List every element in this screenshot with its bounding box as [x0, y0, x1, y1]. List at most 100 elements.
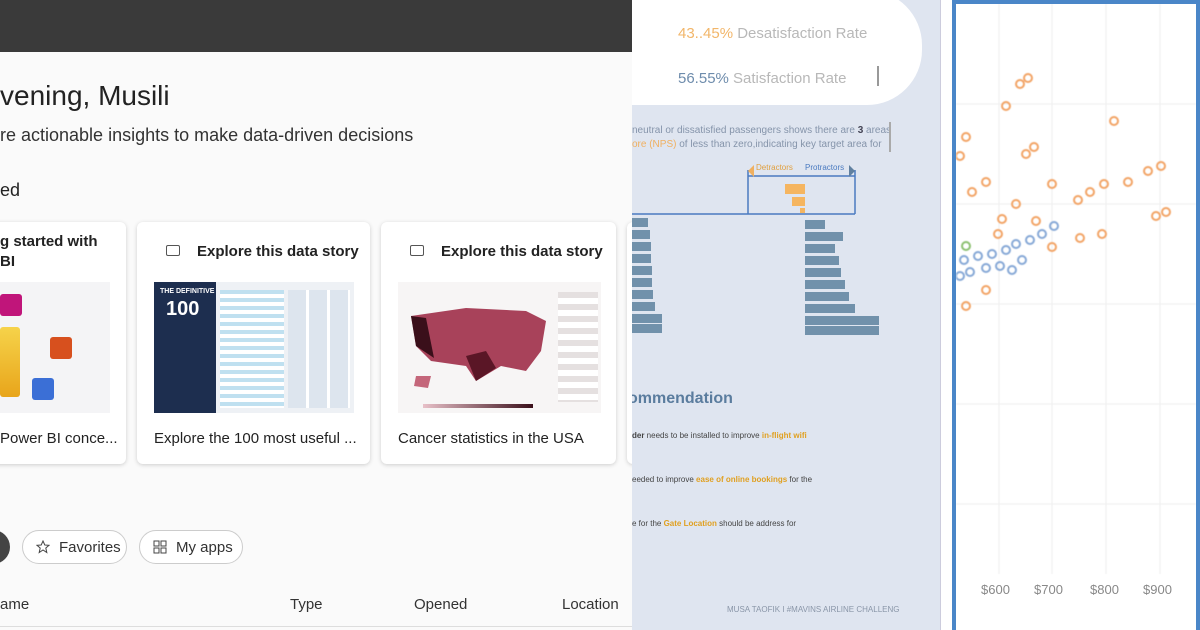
point	[1161, 207, 1171, 217]
card[interactable]	[627, 222, 632, 464]
bar	[805, 326, 879, 335]
x-tick-label: $800	[1090, 582, 1119, 597]
point	[1001, 101, 1011, 111]
icon	[0, 294, 22, 316]
text: of less than zero,indicating key target …	[676, 139, 882, 150]
text: neutral or dissatisfied passengers shows…	[632, 125, 858, 136]
filter-button[interactable]	[0, 530, 10, 564]
icon	[32, 378, 54, 400]
thumb-kicker: THE DEFINITIVE	[160, 288, 215, 295]
square	[153, 547, 160, 554]
story-icon	[410, 245, 424, 256]
card[interactable]: Explore this data story Cancer statistic…	[381, 222, 616, 464]
square	[160, 547, 167, 554]
bar	[632, 242, 651, 251]
point	[1007, 265, 1017, 275]
cursor	[889, 122, 891, 152]
card[interactable]: Explore this data story THE DEFINITIVE 1…	[137, 222, 370, 464]
legend-label: Protractors	[805, 163, 845, 172]
point	[1049, 221, 1059, 231]
point	[1099, 179, 1109, 189]
text: areas	[863, 125, 892, 136]
thumb-legend	[423, 404, 533, 408]
nps-diagram	[632, 165, 879, 335]
card-caption: Power BI conce...	[0, 430, 118, 447]
rate-box	[632, 0, 922, 105]
arrow	[849, 165, 855, 177]
square	[153, 540, 160, 547]
column-header[interactable]: ame	[0, 596, 30, 613]
filter-button[interactable]: My apps	[139, 530, 243, 564]
text: ease of online bookings	[696, 475, 788, 484]
point	[1073, 195, 1083, 205]
x-tick-label: $700	[1034, 582, 1063, 597]
bar	[805, 232, 843, 241]
right-bars	[805, 220, 879, 335]
column-header[interactable]: Type	[290, 596, 323, 613]
bar	[805, 292, 849, 301]
bar	[632, 324, 662, 333]
arrow	[748, 165, 754, 177]
point	[965, 267, 975, 277]
thumb-list	[220, 290, 284, 408]
point	[967, 187, 977, 197]
filter-label: My apps	[176, 538, 233, 556]
column-header[interactable]: Opened	[414, 596, 468, 613]
section-heading: ommendation	[632, 390, 733, 407]
point	[1143, 166, 1153, 176]
column-header[interactable]: Location	[562, 596, 619, 613]
left-bars	[632, 218, 662, 333]
point	[995, 261, 1005, 271]
point	[961, 241, 971, 251]
point	[1085, 187, 1095, 197]
text: eeded to improve	[632, 475, 697, 484]
bar	[805, 280, 845, 289]
point	[987, 249, 997, 259]
top-bar	[0, 0, 632, 52]
card-caption: Cancer statistics in the USA	[398, 430, 584, 447]
map-shape	[411, 308, 546, 381]
footer: MUSA TAOFIK I #MAVINS AIRLINE CHALLENG	[727, 605, 900, 614]
point	[1097, 229, 1107, 239]
recommendation: der needs to be installed to improve in-…	[632, 431, 807, 440]
square	[160, 540, 167, 547]
filter-button[interactable]: Favorites	[22, 530, 127, 564]
thumbnail	[0, 282, 110, 413]
bar	[632, 218, 648, 227]
scatter-panel: $600 $700 $800 $900	[952, 0, 1200, 630]
detractor-bars	[785, 184, 805, 213]
text: needs to be installed to improve	[644, 431, 762, 440]
thumb-grid	[288, 290, 350, 408]
point	[1156, 161, 1166, 171]
gap	[940, 0, 952, 630]
map-shape	[414, 376, 431, 388]
divider	[0, 626, 632, 627]
text: Gate Location	[663, 519, 717, 528]
point	[981, 285, 991, 295]
text: e for the	[632, 519, 664, 528]
apps-icon	[153, 540, 167, 554]
point	[1023, 73, 1033, 83]
thumb-list	[558, 292, 598, 402]
star-icon	[36, 540, 50, 554]
power-bi-home: vening, Musili re actionable insights to…	[0, 0, 632, 627]
insight-line: neutral or dissatisfied passengers shows…	[632, 125, 891, 136]
point	[1001, 245, 1011, 255]
bar	[805, 244, 835, 253]
filter-label: Favorites	[59, 538, 121, 556]
card[interactable]: g started with BI Power BI conce...	[0, 222, 126, 464]
point	[1075, 233, 1085, 243]
bar	[805, 304, 855, 313]
airline-report: 43..45% Desatisfaction Rate 56.55% Satis…	[632, 0, 940, 630]
x-tick-label: $600	[981, 582, 1010, 597]
point	[961, 301, 971, 311]
point	[959, 255, 969, 265]
section-heading: ed	[0, 180, 21, 200]
point	[1011, 239, 1021, 249]
bar	[805, 220, 825, 229]
point	[1029, 142, 1039, 152]
rate-value: 56.55%	[678, 70, 729, 87]
thumb-number: 100	[166, 298, 200, 320]
point	[1011, 199, 1021, 209]
